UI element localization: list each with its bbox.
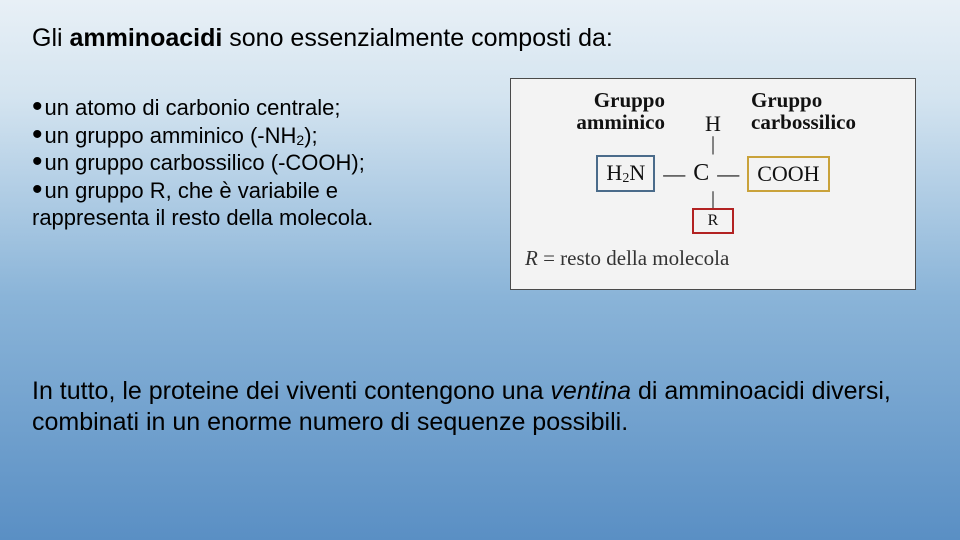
r-group-box: R xyxy=(692,208,735,234)
title-bold: amminoacidi xyxy=(70,24,223,52)
list-item: • un gruppo amminico (-NH2); xyxy=(32,122,472,150)
amino-acid-diagram: Gruppo amminico Gruppo carbossilico H | … xyxy=(510,78,916,290)
bond-left: — xyxy=(663,161,685,187)
bond-right: — xyxy=(717,161,739,187)
label-amino-l1: Gruppo xyxy=(594,88,665,112)
r-row: R xyxy=(525,208,901,234)
central-carbon: C xyxy=(693,160,709,187)
diagram-caption: R = resto della molecola xyxy=(525,246,901,271)
bullet-2-pre: un gruppo amminico (-NH xyxy=(45,123,297,148)
amino-box: H2N xyxy=(596,155,655,192)
slide-root: Gli amminoacidi sono essenzialmente comp… xyxy=(0,0,960,540)
bullet-2-text: un gruppo amminico (-NH2); xyxy=(45,122,318,150)
bullet-dot-icon: • xyxy=(32,151,43,173)
list-item: • un atomo di carbonio centrale; xyxy=(32,94,472,122)
h2n-post: N xyxy=(629,160,645,185)
structure-row: H2N — C — COOH xyxy=(525,155,901,192)
list-item: • un gruppo carbossilico (-COOH); xyxy=(32,149,472,177)
bond-vertical-bottom: | xyxy=(525,194,901,204)
bullet-dot-icon: • xyxy=(32,124,43,146)
slide-title: Gli amminoacidi sono essenzialmente comp… xyxy=(32,24,613,53)
label-carboxyl-l1: Gruppo xyxy=(751,88,822,112)
label-carboxyl-l2: carbossilico xyxy=(751,110,856,134)
bullet-1-text: un atomo di carbonio centrale; xyxy=(45,94,341,122)
list-item: • un gruppo R, che è variabile e xyxy=(32,177,472,205)
bullet-4-wrap: rappresenta il resto della molecola. xyxy=(32,204,472,232)
label-amino-l2: amminico xyxy=(576,110,665,134)
label-amino-group: Gruppo amminico xyxy=(525,89,665,133)
bond-vertical-top: | xyxy=(525,139,901,149)
carboxyl-box: COOH xyxy=(747,156,829,192)
caption-text: = resto della molecola xyxy=(538,246,729,270)
bullet-4-text: un gruppo R, che è variabile e xyxy=(45,177,339,205)
bottom-pre: In tutto, le proteine dei viventi conten… xyxy=(32,377,550,405)
caption-R: R xyxy=(525,246,538,270)
bottom-italic: ventina xyxy=(550,377,631,405)
bullet-dot-icon: • xyxy=(32,179,43,201)
bullet-3-text: un gruppo carbossilico (-COOH); xyxy=(45,149,365,177)
h2n-pre: H xyxy=(606,160,622,185)
bullet-dot-icon: • xyxy=(32,96,43,118)
bullet-list: • un atomo di carbonio centrale; • un gr… xyxy=(32,94,472,232)
bullet-2-post: ); xyxy=(304,123,317,148)
label-carboxyl-group: Gruppo carbossilico xyxy=(751,89,901,133)
bottom-paragraph: In tutto, le proteine dei viventi conten… xyxy=(32,376,922,439)
title-prefix: Gli xyxy=(32,24,70,52)
title-suffix: sono essenzialmente composti da: xyxy=(222,24,613,52)
